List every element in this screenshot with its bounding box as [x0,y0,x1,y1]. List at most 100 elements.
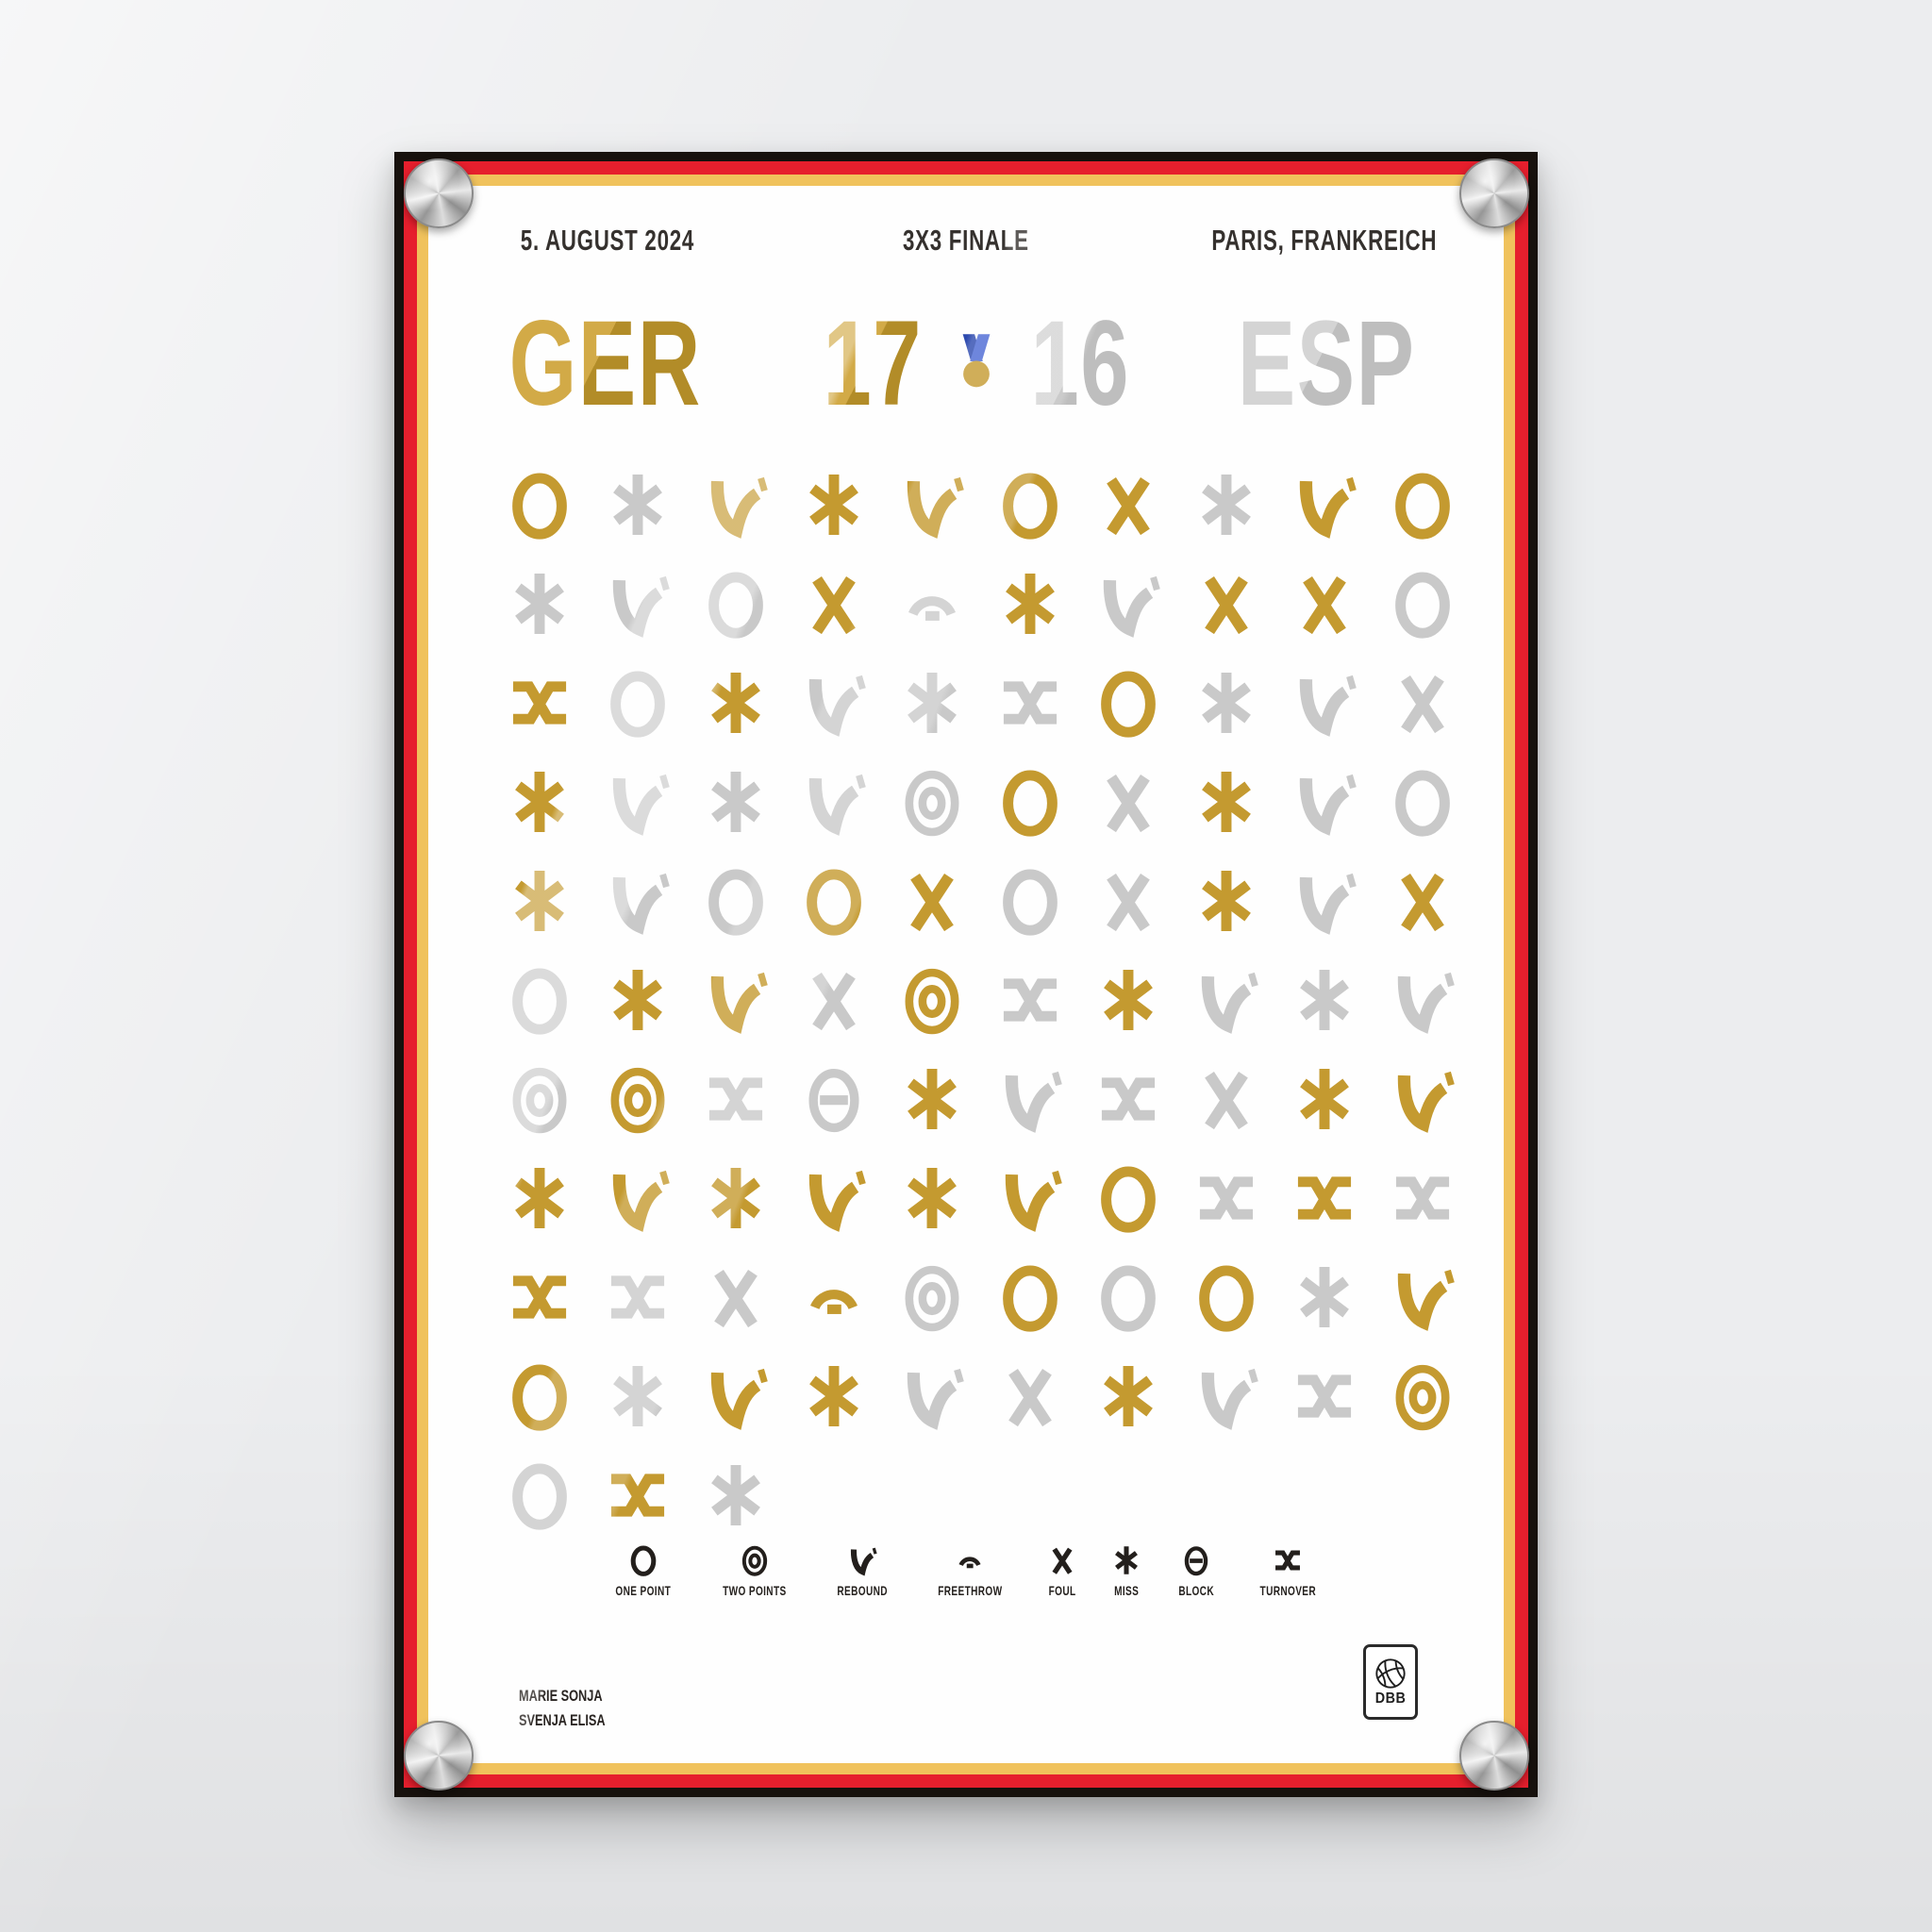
event-turnover-icon [1177,1148,1275,1247]
event-freethrow-icon [883,554,981,653]
legend-item-foul: FOUL [1043,1542,1081,1598]
event-rebound-icon [589,554,687,653]
event-miss-icon [1275,1247,1374,1346]
event-miss-icon [1079,1346,1177,1445]
poster-sheet: 5. AUGUST 2024 3X3 FINALE PARIS, FRANKRE… [428,186,1504,1763]
event-foul-icon [785,950,883,1049]
gold-medal-icon [962,334,991,388]
foul-icon [1045,1542,1079,1578]
event-miss-icon [491,752,589,851]
event-turnover-icon [491,653,589,752]
event-rebound-icon [1275,851,1374,950]
event-rebound-icon [1079,554,1177,653]
match-location: PARIS, FRANKREICH [1211,224,1438,257]
event-one-point-icon [785,851,883,950]
legend-item-miss: MISS [1109,1542,1143,1598]
event-foul-icon [1275,554,1374,653]
event-one-point-icon [1374,752,1472,851]
event-one-point-icon [1079,653,1177,752]
scoreboard: GER 17 16 ESP [428,296,1504,431]
event-foul-icon [785,554,883,653]
event-foul-icon [981,1346,1079,1445]
event-two-points-icon [883,752,981,851]
event-turnover-icon [1079,1049,1177,1148]
event-turnover-icon [589,1247,687,1346]
event-foul-icon [1374,653,1472,752]
credit-line-2: SVENJA ELISA [519,1710,606,1729]
poster-header: 5. AUGUST 2024 3X3 FINALE PARIS, FRANKRE… [428,224,1504,258]
legend-label: REBOUND [836,1583,888,1598]
event-one-point-icon [1079,1247,1177,1346]
event-one-point-icon [491,1445,589,1544]
legend-label: TURNOVER [1259,1583,1317,1598]
event-one-point-icon [981,851,1079,950]
legend-item-freethrow: FREETHROW [925,1542,1015,1598]
event-miss-icon [687,1148,785,1247]
legend-label: ONE POINT [615,1583,672,1598]
turnover-icon [1271,1542,1305,1578]
event-miss-icon [1177,752,1275,851]
event-one-point-icon [1079,1148,1177,1247]
event-rebound-icon [589,1148,687,1247]
event-miss-icon [1177,455,1275,554]
legend-label: FREETHROW [938,1583,1003,1598]
screw-top-left [404,158,474,228]
legend-label: MISS [1113,1583,1139,1598]
event-rebound-icon [1374,950,1472,1049]
legend-item-turnover: TURNOVER [1249,1542,1327,1598]
event-miss-icon [491,851,589,950]
dbb-logo: DBB [1363,1644,1418,1720]
screw-top-right [1459,158,1529,228]
away-score: 16 [1030,296,1130,431]
two-points-icon [738,1542,772,1578]
event-rebound-icon [785,1148,883,1247]
event-miss-icon [589,950,687,1049]
event-miss-icon [687,653,785,752]
event-foul-icon [1177,1049,1275,1148]
event-miss-icon [1275,950,1374,1049]
event-one-point-icon [981,752,1079,851]
event-rebound-icon [1275,455,1374,554]
event-miss-icon [687,752,785,851]
event-one-point-icon [491,1346,589,1445]
one-point-icon [626,1542,660,1578]
event-miss-icon [589,455,687,554]
freethrow-icon [953,1542,987,1578]
event-miss-icon [1079,950,1177,1049]
event-two-points-icon [1374,1346,1472,1445]
event-foul-icon [1374,851,1472,950]
legend-label: BLOCK [1178,1583,1214,1598]
home-score: 17 [823,296,923,431]
basketball-icon [1375,1657,1406,1689]
event-rebound-icon [1177,1346,1275,1445]
legend: ONE POINT TWO POINTS REBOUND FREETHROW FOUL M… [428,1542,1504,1598]
event-miss-icon [785,1346,883,1445]
event-turnover-icon [1275,1148,1374,1247]
legend-label: FOUL [1048,1583,1075,1598]
miss-icon [1109,1542,1143,1578]
home-team-code: GER [508,296,702,431]
screw-bottom-left [404,1721,474,1790]
event-miss-icon [785,455,883,554]
event-foul-icon [1079,455,1177,554]
event-foul-icon [1079,851,1177,950]
event-rebound-icon [785,653,883,752]
event-miss-icon [883,1148,981,1247]
event-miss-icon [981,554,1079,653]
event-rebound-icon [981,1148,1079,1247]
event-miss-icon [491,554,589,653]
event-one-point-icon [981,1247,1079,1346]
event-rebound-icon [1374,1049,1472,1148]
event-grid [491,455,1472,1544]
rebound-icon [845,1542,879,1578]
event-foul-icon [687,1247,785,1346]
legend-item-two-points: TWO POINTS [710,1542,799,1598]
event-rebound-icon [687,950,785,1049]
event-two-points-icon [883,1247,981,1346]
match-date: 5. AUGUST 2024 [520,224,695,257]
match-title: 3X3 FINALE [903,224,1029,257]
event-turnover-icon [589,1445,687,1544]
event-two-points-icon [491,1049,589,1148]
legend-item-one-point: ONE POINT [605,1542,682,1598]
event-turnover-icon [981,950,1079,1049]
